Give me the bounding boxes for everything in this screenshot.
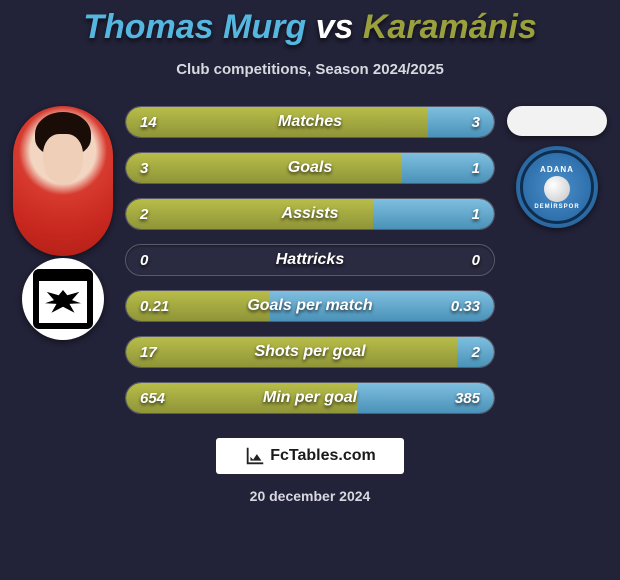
title-player-right: Karamánis <box>363 8 537 46</box>
player-column-right: ADANA DEMİRSPOR <box>502 106 612 228</box>
stat-row: 21Assists <box>125 198 495 230</box>
chart-icon <box>244 445 266 467</box>
club-badge-left[interactable] <box>22 258 104 340</box>
stats-table: 143Matches 31Goals 21Assists 00Hattricks 0.2… <box>125 106 495 414</box>
comparison-body: ADANA DEMİRSPOR 143Matches 31Goals 21Assis… <box>0 106 620 414</box>
brand-badge[interactable]: FcTables.com <box>216 438 404 474</box>
stat-label: Shots per goal <box>126 343 494 361</box>
title-vs: vs <box>316 8 354 46</box>
stat-row: 172Shots per goal <box>125 336 495 368</box>
stat-label: Goals per match <box>126 297 494 315</box>
comparison-title: Thomas Murg vs Karamánis <box>0 0 620 47</box>
season-subtitle: Club competitions, Season 2024/2025 <box>0 61 620 78</box>
footer-date: 20 december 2024 <box>0 488 620 504</box>
player-column-left <box>8 106 118 340</box>
title-player-left: Thomas Murg <box>83 8 306 46</box>
stat-row: 654385Min per goal <box>125 382 495 414</box>
stat-row: 31Goals <box>125 152 495 184</box>
stat-label: Assists <box>126 205 494 223</box>
stat-row: 0.210.33Goals per match <box>125 290 495 322</box>
stat-label: Goals <box>126 159 494 177</box>
player-photo-right[interactable] <box>507 106 607 136</box>
stat-row: 143Matches <box>125 106 495 138</box>
club-badge-right[interactable]: ADANA DEMİRSPOR <box>516 146 598 228</box>
stat-label: Matches <box>126 113 494 131</box>
stat-label: Hattricks <box>126 251 494 269</box>
brand-text: FcTables.com <box>270 447 376 465</box>
stat-row: 00Hattricks <box>125 244 495 276</box>
stat-label: Min per goal <box>126 389 494 407</box>
player-photo-left[interactable] <box>13 106 113 256</box>
